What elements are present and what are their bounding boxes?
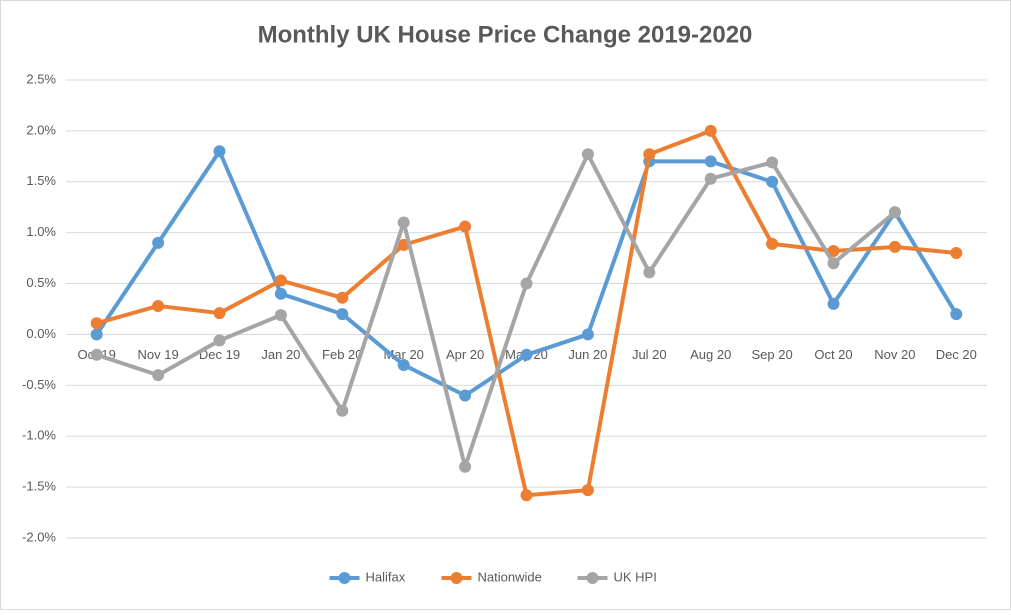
data-point [459,460,472,473]
y-tick-label: 2.0% [26,122,56,137]
data-point [213,145,226,158]
x-tick-label: Dec 20 [936,347,977,362]
data-point [766,156,779,169]
y-tick-label: -1.0% [22,428,56,443]
y-tick-label: -1.5% [22,479,56,494]
data-point [336,404,349,417]
data-point [704,124,717,137]
data-point [152,299,165,312]
data-point [152,369,165,382]
data-point [766,175,779,188]
chart-title: Monthly UK House Price Change 2019-2020 [258,21,753,48]
data-point [888,240,901,253]
data-point [827,244,840,257]
data-point [827,297,840,310]
data-point [213,334,226,347]
data-point [336,308,349,321]
data-point [520,277,533,290]
data-point [274,287,287,300]
x-tick-label: Nov 20 [874,347,915,362]
x-tick-label: Sep 20 [751,347,792,362]
data-point [459,220,472,233]
x-tick-label: Nov 19 [137,347,178,362]
series-line [96,152,897,469]
data-point [520,489,533,502]
legend-item: UK HPI [577,569,657,584]
x-tick-label: Oct 20 [814,347,852,362]
data-point [704,172,717,185]
y-tick-label: -2.0% [22,529,56,544]
data-point [274,309,287,322]
data-point [643,266,656,279]
data-point [950,247,963,260]
data-point [704,155,717,168]
data-point [581,328,594,341]
data-point [152,236,165,249]
data-point [581,484,594,497]
data-point [336,291,349,304]
data-point [459,389,472,402]
data-point [581,148,594,161]
y-tick-label: 0.5% [26,275,56,290]
data-point [643,148,656,161]
legend-item: Halifax [329,569,406,584]
data-point [90,328,103,341]
legend-label: UK HPI [614,569,657,584]
data-point [397,358,410,371]
data-point [213,307,226,320]
x-tick-label: Feb 20 [322,347,362,362]
x-tick-label: Aug 20 [690,347,731,362]
legend-label: Nationwide [478,569,542,584]
y-tick-label: 1.5% [26,173,56,188]
data-point [766,237,779,250]
legend-label: Halifax [366,569,406,584]
x-tick-label: Apr 20 [446,347,484,362]
legend-item: Nationwide [441,569,542,584]
data-point [90,317,103,330]
y-tick-label: 1.0% [26,224,56,239]
x-tick-label: Jun 20 [568,347,607,362]
data-point [90,348,103,361]
y-tick-label: 2.5% [26,71,56,86]
legend-marker [586,572,599,584]
data-point [827,257,840,270]
y-tick-label: -0.5% [22,377,56,392]
data-point [950,308,963,321]
x-tick-label: Jul 20 [632,347,667,362]
legend-marker [450,572,463,584]
x-tick-label: Dec 19 [199,347,240,362]
data-point [397,216,410,229]
data-point [888,206,901,219]
x-tick-label: Jan 20 [261,347,300,362]
y-tick-label: 0.0% [26,326,56,341]
data-point [520,348,533,361]
legend-marker [338,572,351,584]
data-point [274,274,287,287]
